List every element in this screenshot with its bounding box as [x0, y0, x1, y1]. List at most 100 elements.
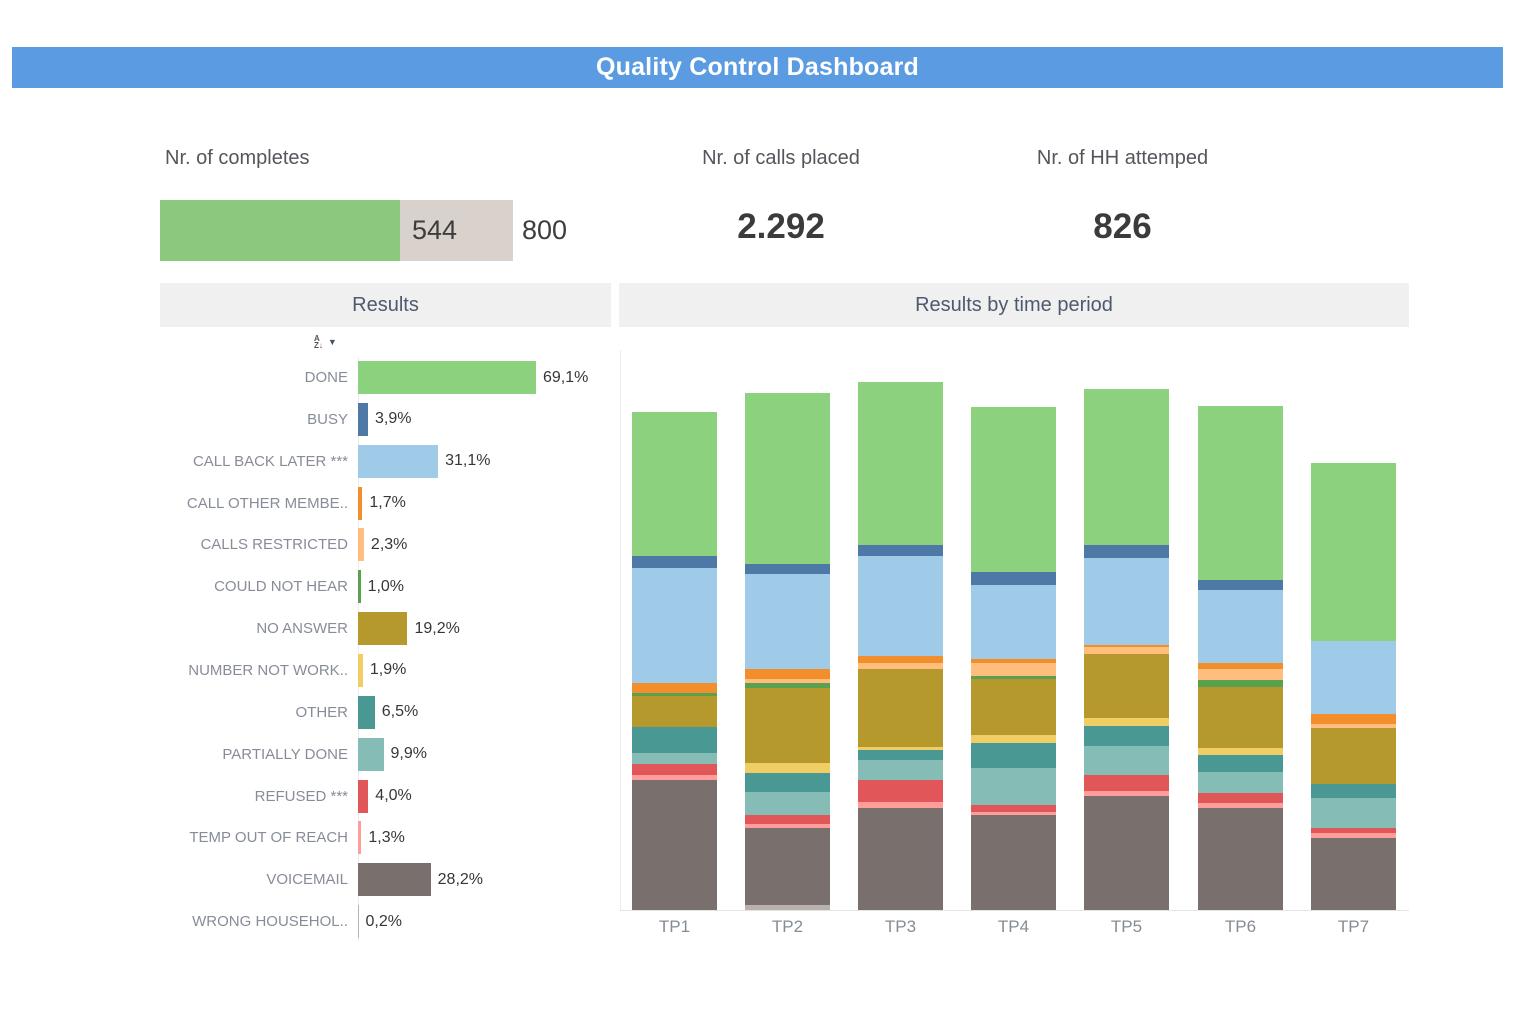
segment-call-other-membe[interactable] [971, 659, 1056, 663]
segment-calls-restricted[interactable] [858, 663, 943, 669]
segment-temp-out-of-reach[interactable] [1311, 833, 1396, 838]
segment-call-back-later[interactable] [1311, 641, 1396, 714]
segment-call-back-later[interactable] [632, 568, 717, 683]
segment-other[interactable] [971, 743, 1056, 768]
segment-refused[interactable] [745, 815, 830, 824]
category-bar[interactable] [358, 905, 359, 939]
category-bar[interactable] [358, 779, 369, 813]
segment-no-answer[interactable] [971, 679, 1056, 735]
category-bar[interactable] [358, 612, 408, 646]
segment-other[interactable] [1311, 784, 1396, 798]
segment-no-answer[interactable] [745, 688, 830, 763]
category-bar[interactable] [358, 570, 361, 604]
segment-call-other-membe[interactable] [1198, 663, 1283, 669]
segment-number-not-work[interactable] [858, 747, 943, 750]
category-bar[interactable] [358, 821, 362, 855]
segment-number-not-work[interactable] [745, 763, 830, 773]
segment-call-other-membe[interactable] [858, 656, 943, 663]
segment-refused[interactable] [1311, 828, 1396, 833]
segment-busy[interactable] [971, 572, 1056, 585]
segment-voicemail[interactable] [745, 828, 830, 905]
segment-call-back-later[interactable] [1198, 590, 1283, 663]
segment-temp-out-of-reach[interactable] [1198, 803, 1283, 808]
segment-other[interactable] [1198, 755, 1283, 772]
segment-no-answer[interactable] [858, 669, 943, 747]
completes-progress-bar[interactable]: 544 [160, 200, 513, 261]
segment-call-other-membe[interactable] [1311, 714, 1396, 724]
segment-could-not-hear[interactable] [632, 693, 717, 696]
segment-call-other-membe[interactable] [745, 669, 830, 679]
segment-voicemail[interactable] [1198, 808, 1283, 910]
category-bar[interactable] [358, 528, 364, 562]
segment-call-other-membe[interactable] [632, 683, 717, 693]
segment-other[interactable] [1084, 726, 1169, 746]
segment-no-answer[interactable] [1084, 654, 1169, 718]
segment-partially-done[interactable] [858, 760, 943, 780]
category-bar[interactable] [358, 402, 369, 436]
segment-partially-done[interactable] [971, 768, 1056, 805]
segment-refused[interactable] [971, 805, 1056, 812]
segment-busy[interactable] [632, 556, 717, 568]
segment-temp-out-of-reach[interactable] [858, 802, 943, 808]
segment-could-not-hear[interactable] [1198, 680, 1283, 687]
segment-wrong-househol[interactable] [745, 905, 830, 910]
segment-busy[interactable] [745, 564, 830, 574]
sort-icon[interactable]: A Z↓ ▼ [314, 335, 337, 350]
segment-done[interactable] [858, 382, 943, 545]
segment-number-not-work[interactable] [1084, 718, 1169, 726]
segment-voicemail[interactable] [1084, 796, 1169, 910]
category-bar[interactable] [358, 863, 431, 897]
segment-call-back-later[interactable] [745, 574, 830, 669]
segment-done[interactable] [1084, 389, 1169, 545]
segment-done[interactable] [745, 393, 830, 564]
segment-refused[interactable] [858, 780, 943, 802]
segment-could-not-hear[interactable] [745, 683, 830, 688]
segment-other[interactable] [858, 750, 943, 760]
segment-partially-done[interactable] [1198, 772, 1283, 793]
segment-done[interactable] [1311, 463, 1396, 641]
segment-partially-done[interactable] [745, 792, 830, 815]
segment-refused[interactable] [1198, 793, 1283, 803]
segment-call-back-later[interactable] [971, 585, 1056, 659]
segment-calls-restricted[interactable] [1311, 724, 1396, 728]
segment-done[interactable] [632, 412, 717, 556]
segment-call-back-later[interactable] [1084, 558, 1169, 645]
segment-refused[interactable] [1084, 775, 1169, 791]
segment-calls-restricted[interactable] [1084, 647, 1169, 654]
category-bar[interactable] [358, 653, 363, 687]
segment-temp-out-of-reach[interactable] [971, 812, 1056, 815]
segment-other[interactable] [745, 773, 830, 792]
segment-done[interactable] [971, 407, 1056, 572]
category-bar[interactable] [358, 695, 375, 729]
segment-calls-restricted[interactable] [1198, 669, 1283, 680]
segment-call-other-membe[interactable] [1084, 645, 1169, 647]
segment-temp-out-of-reach[interactable] [1084, 791, 1169, 796]
category-bar[interactable] [358, 737, 384, 771]
segment-number-not-work[interactable] [971, 735, 1056, 743]
segment-no-answer[interactable] [1198, 687, 1283, 748]
segment-voicemail[interactable] [1311, 838, 1396, 910]
segment-done[interactable] [1198, 406, 1283, 580]
category-bar[interactable] [358, 444, 439, 478]
segment-partially-done[interactable] [1311, 798, 1396, 828]
segment-voicemail[interactable] [971, 815, 1056, 910]
segment-calls-restricted[interactable] [745, 679, 830, 683]
segment-busy[interactable] [858, 545, 943, 556]
segment-other[interactable] [632, 727, 717, 753]
segment-no-answer[interactable] [632, 696, 717, 727]
segment-no-answer[interactable] [1311, 728, 1396, 784]
segment-voicemail[interactable] [858, 808, 943, 910]
segment-partially-done[interactable] [1084, 746, 1169, 775]
segment-refused[interactable] [632, 764, 717, 775]
segment-voicemail[interactable] [632, 780, 717, 910]
segment-call-back-later[interactable] [858, 556, 943, 656]
segment-busy[interactable] [1084, 545, 1169, 558]
segment-number-not-work[interactable] [1198, 748, 1283, 755]
segment-could-not-hear[interactable] [971, 676, 1056, 679]
segment-partially-done[interactable] [632, 753, 717, 764]
category-bar[interactable] [358, 486, 363, 520]
segment-temp-out-of-reach[interactable] [745, 824, 830, 828]
segment-calls-restricted[interactable] [971, 663, 1056, 676]
category-bar[interactable] [358, 361, 536, 394]
segment-busy[interactable] [1198, 580, 1283, 590]
